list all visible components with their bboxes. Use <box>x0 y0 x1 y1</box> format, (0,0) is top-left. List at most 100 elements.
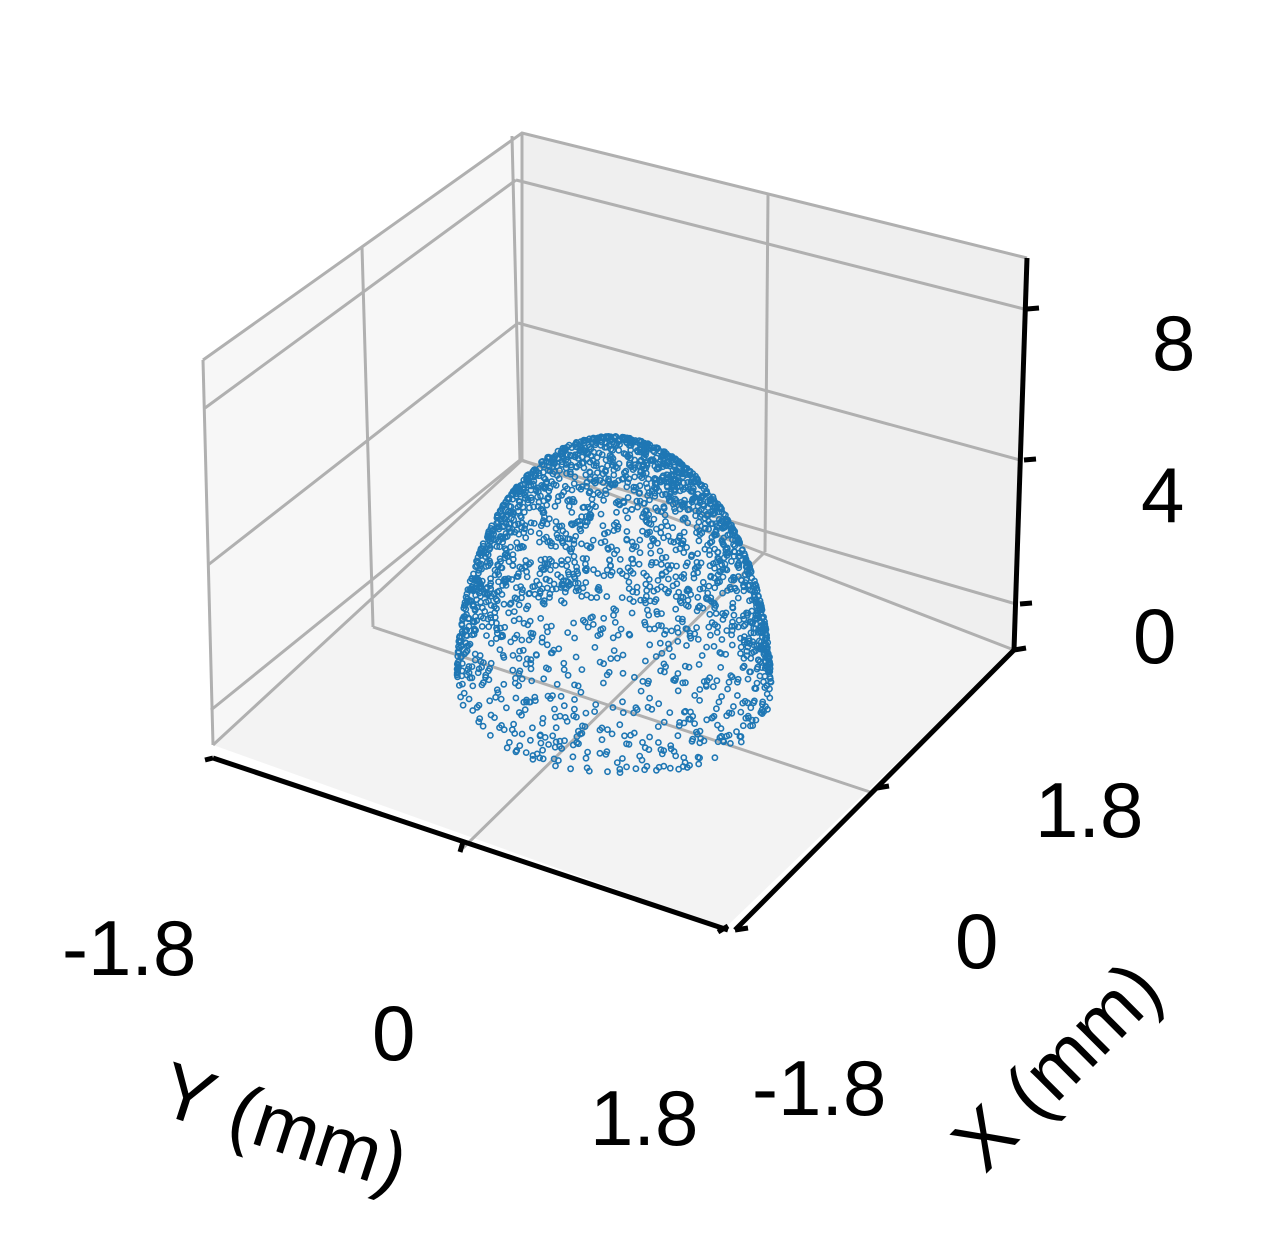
y-tick-label: -1.8 <box>62 904 196 992</box>
scatter-point <box>719 573 727 581</box>
scatter-point <box>751 684 759 692</box>
scatter-point <box>632 704 640 712</box>
scatter-point <box>502 704 510 712</box>
scatter-point <box>692 475 700 483</box>
scatter-point <box>637 687 645 695</box>
scatter-point <box>711 754 719 762</box>
scatter-point <box>707 573 714 581</box>
scatter-point <box>458 672 466 680</box>
scatter-point <box>609 480 617 488</box>
scatter-point <box>708 533 716 541</box>
scatter-point <box>641 766 648 774</box>
scatter-point <box>497 695 505 703</box>
scatter-point <box>606 437 614 445</box>
scatter-point <box>716 567 724 575</box>
scatter-point <box>569 753 577 761</box>
scatter-point <box>655 622 662 629</box>
scatter-point <box>587 445 595 453</box>
scatter-point <box>513 595 521 603</box>
scatter-point <box>651 479 659 487</box>
scatter-point <box>631 473 638 481</box>
scatter-point <box>558 557 565 564</box>
scatter-point <box>623 536 631 544</box>
scatter-point <box>674 687 682 695</box>
scatter-point <box>650 515 658 523</box>
scatter-point <box>667 745 675 753</box>
scatter-point <box>487 579 495 587</box>
scatter-point <box>520 619 528 627</box>
scatter-point <box>525 590 533 598</box>
scatter-point <box>637 443 645 451</box>
scatter-point <box>513 573 521 580</box>
scatter-point <box>667 496 674 504</box>
scatter-point <box>496 646 504 654</box>
scatter-point <box>503 744 511 752</box>
scatter-point <box>682 562 690 570</box>
scatter-point <box>518 675 526 683</box>
scatter-point <box>729 603 736 611</box>
scatter-point <box>500 680 508 688</box>
scatter-point <box>756 672 764 680</box>
scatter-point <box>766 675 774 682</box>
scatter-point <box>521 495 529 502</box>
scatter-point <box>564 629 572 636</box>
scatter-point <box>464 615 472 623</box>
scatter-point <box>625 630 633 638</box>
x-tick-label: 0 <box>955 897 998 985</box>
scatter-point <box>681 662 689 670</box>
scatter-point <box>639 678 647 685</box>
scatter-point <box>570 619 577 627</box>
scatter-point <box>540 535 548 543</box>
scatter-point <box>646 733 653 741</box>
scatter-point <box>747 722 754 730</box>
scatter-point <box>578 666 586 673</box>
scatter-point <box>637 596 644 604</box>
scatter-point <box>607 655 615 662</box>
scatter-point <box>591 644 599 651</box>
scatter-point <box>578 459 586 467</box>
scatter-point <box>661 630 668 638</box>
scatter-point <box>583 591 591 599</box>
scatter-point <box>713 705 720 713</box>
scatter-point <box>664 562 672 569</box>
scatter-point <box>592 701 600 708</box>
scatter-point <box>728 641 736 649</box>
scatter-point <box>668 479 676 487</box>
scatter-point <box>730 541 737 548</box>
scatter-point <box>656 547 664 555</box>
scatter-point <box>626 595 634 603</box>
scatter-point <box>619 709 627 716</box>
scatter-point <box>535 472 543 480</box>
scatter-point <box>633 497 641 505</box>
scatter-point <box>561 588 569 596</box>
scatter-point <box>600 572 608 580</box>
scatter-point <box>724 531 732 539</box>
scatter-point <box>682 679 689 687</box>
scatter-point <box>619 669 627 677</box>
scatter-point <box>629 588 637 596</box>
scatter-point <box>729 573 737 581</box>
scatter-point <box>542 457 550 465</box>
scatter-point <box>737 634 744 642</box>
scatter-point <box>696 739 704 747</box>
scatter-point <box>660 477 668 485</box>
scatter-point <box>647 549 655 557</box>
scatter-point <box>657 529 665 537</box>
scatter-point <box>529 724 536 732</box>
scatter-point <box>495 578 502 586</box>
scatter-point <box>619 755 626 762</box>
scatter-point <box>543 520 551 528</box>
scatter-point <box>698 494 705 502</box>
scatter-point <box>730 703 737 710</box>
scatter-point <box>487 711 495 719</box>
grid-lines <box>201 131 1028 850</box>
scatter-point <box>517 583 525 590</box>
scatter-point <box>727 672 735 679</box>
scatter-point <box>469 707 477 714</box>
scatter-point <box>744 570 752 577</box>
scatter-point <box>539 483 547 491</box>
scatter-point <box>612 499 620 507</box>
scatter-point <box>487 531 495 538</box>
scatter-point <box>674 615 682 622</box>
scatter-point <box>644 484 651 492</box>
